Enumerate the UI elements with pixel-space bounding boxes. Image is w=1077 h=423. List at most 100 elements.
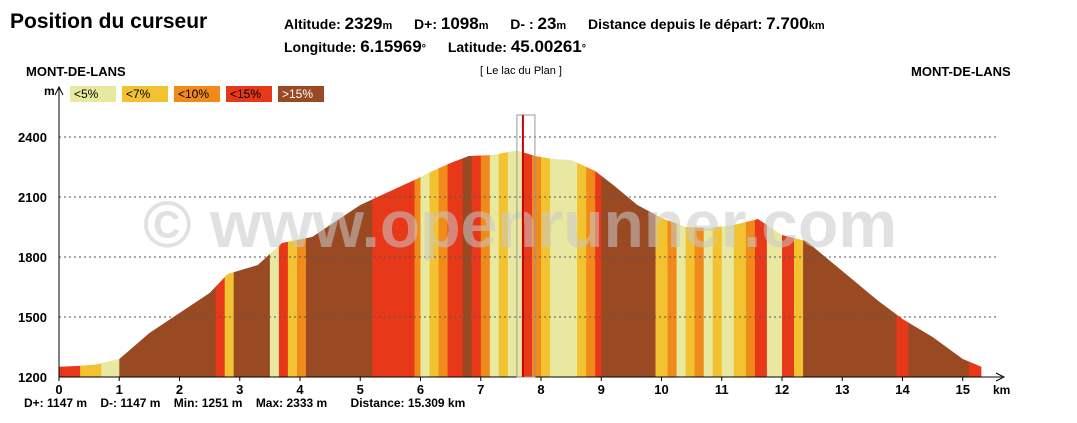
slope-band-7	[269, 150, 280, 377]
slope-legend: <5% <7% <10% <15% >15%	[70, 86, 324, 102]
altitude-value: 2329	[344, 14, 383, 33]
slope-band-30	[595, 150, 602, 377]
cursor-box	[516, 114, 536, 378]
x-tick-label-1: 1	[116, 382, 123, 397]
slope-band-14	[420, 150, 431, 377]
x-tick-label-10: 10	[654, 382, 668, 397]
end-location-label: MONT-DE-LANS	[911, 64, 1011, 79]
dplus-unit: m	[478, 20, 489, 32]
x-axis-arrow	[995, 372, 1006, 382]
grid-lines: 1200 1500 1800 2100 2400	[18, 130, 998, 385]
slope-band-36	[694, 150, 705, 377]
total-dplus: D+: 1147 m	[24, 396, 88, 410]
y-axis-arrow	[54, 85, 64, 96]
legend-swatch-lt5: <5%	[70, 86, 116, 102]
legend-swatch-lt15: <15%	[226, 86, 272, 102]
legend-swatch-gt15: >15%	[278, 86, 324, 102]
x-tick-label-12: 12	[775, 382, 789, 397]
x-tick-label-15: 15	[956, 382, 970, 397]
y-tick-label-2400: 2400	[18, 130, 47, 145]
altitude-unit: m	[382, 20, 393, 32]
slope-band-10	[297, 150, 307, 377]
slope-band-49	[968, 150, 982, 377]
y-tick-label-2100: 2100	[18, 190, 47, 205]
x-tick-label-0: 0	[55, 382, 62, 397]
slope-band-33	[667, 150, 678, 377]
slope-band-18	[462, 150, 473, 377]
y-axis-unit-label: m	[44, 84, 55, 98]
slope-band-45	[794, 150, 804, 377]
place-label: [ Le lac du Plan ]	[480, 65, 562, 77]
altitude-label: Altitude:	[284, 16, 341, 32]
slope-band-38	[712, 150, 723, 377]
x-tick-label-9: 9	[598, 382, 605, 397]
slope-band-48	[908, 150, 970, 377]
slope-band-20	[480, 150, 491, 377]
x-tick-label-13: 13	[835, 382, 849, 397]
x-axis-unit-label: km	[993, 383, 1010, 397]
cursor-marker[interactable]	[516, 114, 536, 378]
slope-band-23	[507, 150, 524, 377]
x-tick-label-11: 11	[715, 382, 729, 397]
slope-band-26	[541, 150, 551, 377]
dminus-label: D- :	[510, 16, 534, 32]
cursor-position-title: Position du curseur	[10, 10, 208, 33]
coordinates-readout: Longitude: 6.15969° Latitude: 45.00261°	[284, 37, 586, 57]
slope-band-28	[577, 150, 587, 377]
min-altitude: Min: 1251 m	[173, 396, 243, 410]
x-tick-label-5: 5	[357, 382, 364, 397]
summary-footer: D+: 1147 m D-: 1147 m Min: 1251 m Max: 2…	[24, 396, 475, 410]
y-tick-label-1500: 1500	[18, 310, 47, 325]
max-altitude: Max: 2333 m	[255, 396, 328, 410]
x-tick-label-8: 8	[537, 382, 544, 397]
total-dminus: D-: 1147 m	[100, 396, 161, 410]
dminus-unit: m	[556, 20, 567, 32]
x-tick-label-3: 3	[236, 382, 243, 397]
latitude-label: Latitude:	[447, 39, 507, 55]
slope-band-25	[532, 150, 542, 377]
slope-band-41	[745, 150, 756, 377]
slope-band-24	[522, 150, 533, 377]
slope-band-15	[429, 150, 440, 377]
latitude-unit: °	[581, 43, 587, 55]
altitude-readout: Altitude: 2329m D+: 1098m D- : 23m Dista…	[284, 14, 825, 34]
slope-band-1	[80, 150, 102, 377]
watermark-text: © www.openrunner.com	[143, 187, 897, 261]
y-tick-label-1800: 1800	[18, 250, 47, 265]
legend-swatch-lt10: <10%	[174, 86, 220, 102]
longitude-unit: °	[421, 43, 427, 55]
dplus-label: D+:	[414, 16, 437, 32]
slope-band-29	[586, 150, 596, 377]
slope-band-34	[676, 150, 687, 377]
x-tick-label-6: 6	[417, 382, 424, 397]
distance-value: 7.700	[766, 14, 809, 33]
x-tick-label-4: 4	[296, 382, 304, 397]
x-tick-label-2: 2	[176, 382, 183, 397]
slope-band-13	[414, 150, 422, 377]
x-tick-label-14: 14	[895, 382, 910, 397]
latitude-value: 45.00261	[510, 37, 582, 56]
slope-band-16	[438, 150, 449, 377]
slope-band-21	[489, 150, 500, 377]
slope-band-19	[471, 150, 482, 377]
distance-unit: km	[808, 20, 825, 32]
slope-band-35	[685, 150, 696, 377]
longitude-value: 6.15969	[360, 37, 422, 56]
dplus-value: 1098	[440, 14, 479, 33]
slope-band-2	[101, 150, 120, 377]
slope-band-22	[498, 150, 509, 377]
slope-band-17	[447, 150, 464, 377]
slope-band-9	[287, 150, 298, 377]
slope-band-0	[59, 150, 81, 377]
slope-band-37	[703, 150, 714, 377]
slope-band-8	[278, 150, 289, 377]
total-distance: Distance: 15.309 km	[350, 396, 466, 410]
distance-label: Distance depuis le départ:	[587, 16, 763, 32]
y-tick-label-1200: 1200	[18, 370, 47, 385]
start-location-label: MONT-DE-LANS	[26, 64, 126, 79]
x-tick-label-7: 7	[477, 382, 484, 397]
slope-band-27	[550, 150, 578, 377]
slope-band-47	[896, 150, 910, 377]
longitude-label: Longitude:	[284, 39, 357, 55]
